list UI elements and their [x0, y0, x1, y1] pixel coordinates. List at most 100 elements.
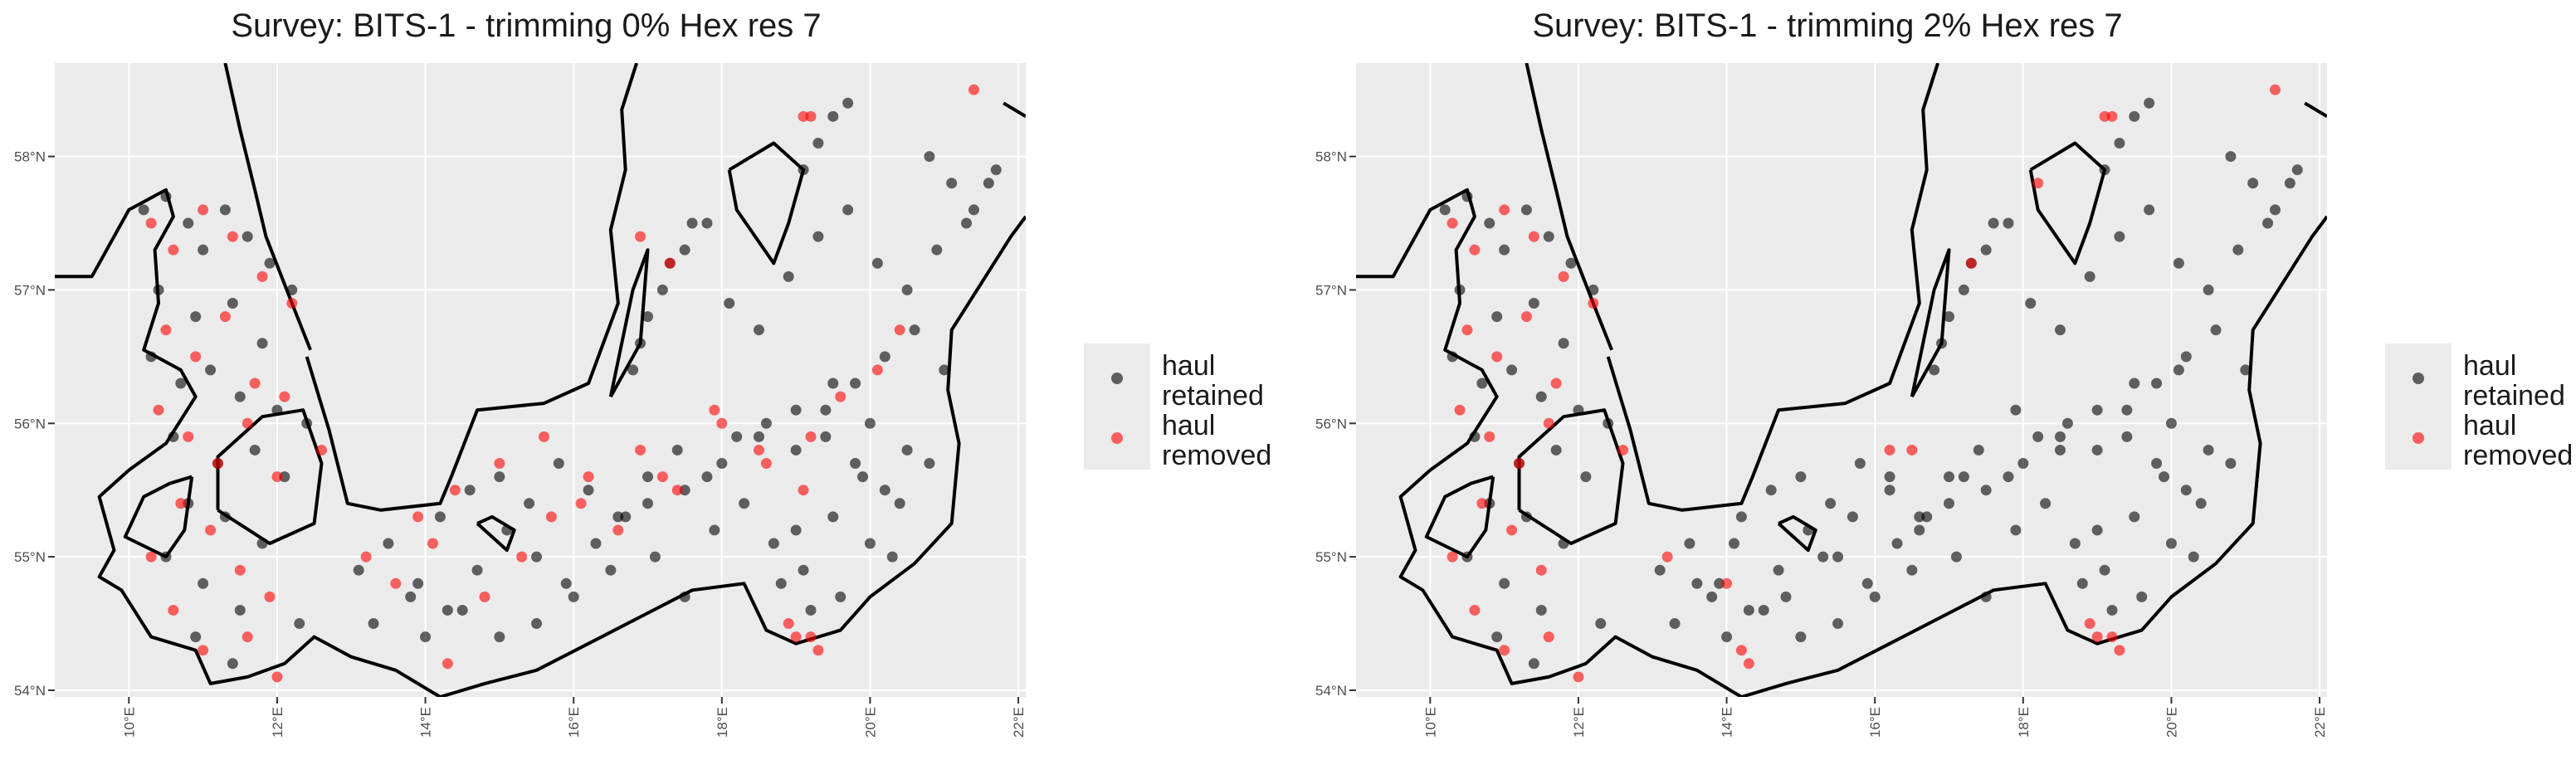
- data-point: [279, 471, 290, 483]
- legend-label-retained-2: retained: [2463, 380, 2565, 412]
- data-point: [642, 498, 654, 509]
- data-point: [850, 458, 861, 470]
- data-point: [1447, 217, 1458, 229]
- data-point: [1484, 217, 1495, 229]
- data-point: [805, 604, 817, 616]
- data-point: [1535, 564, 1547, 576]
- data-point: [805, 631, 817, 643]
- data-point: [1980, 485, 1992, 496]
- data-point: [2091, 631, 2103, 643]
- data-point: [160, 551, 172, 563]
- data-point: [205, 524, 217, 536]
- data-point: [1861, 577, 1873, 589]
- data-point: [931, 244, 943, 256]
- data-point: [879, 351, 890, 363]
- data-point: [538, 431, 549, 442]
- data-point: [545, 511, 557, 523]
- data-point: [842, 97, 854, 109]
- data-point: [1795, 471, 1807, 483]
- data-point: [2232, 244, 2244, 256]
- data-point: [219, 511, 231, 523]
- data-point: [2159, 471, 2170, 483]
- data-point: [664, 257, 676, 269]
- data-point: [2114, 138, 2125, 149]
- data-point: [1735, 511, 1747, 523]
- data-point: [1847, 511, 1858, 523]
- data-point: [1973, 444, 1984, 456]
- data-point: [198, 577, 209, 589]
- data-point: [798, 485, 809, 496]
- data-point: [2091, 444, 2103, 456]
- y-tick-label: 57°N: [14, 282, 46, 298]
- data-point: [383, 538, 394, 549]
- data-point: [1499, 204, 1510, 216]
- data-point: [1447, 551, 1458, 563]
- data-point: [864, 417, 876, 429]
- data-point: [1832, 618, 1844, 630]
- data-point: [1884, 471, 1895, 483]
- data-point: [1461, 191, 1473, 202]
- data-point: [198, 244, 209, 256]
- data-point: [709, 524, 720, 536]
- data-point: [2225, 458, 2237, 470]
- data-point: [2084, 270, 2095, 282]
- data-point: [1528, 298, 1539, 309]
- data-point: [783, 618, 794, 630]
- data-point: [2291, 164, 2303, 176]
- data-point: [249, 378, 261, 389]
- data-point: [2003, 471, 2014, 483]
- data-point: [642, 471, 654, 483]
- data-point: [716, 417, 728, 429]
- data-point: [1735, 645, 1747, 656]
- chart-panel-right: Survey: BITS-1 - trimming 2% Hex res 7 5…: [1301, 0, 2576, 760]
- data-point: [1520, 311, 1532, 323]
- data-point: [612, 511, 624, 523]
- x-tick-label: 20°E: [862, 707, 878, 738]
- data-point: [679, 244, 690, 256]
- chart-title: Survey: BITS-1 - trimming 2% Hex res 7: [1532, 7, 2122, 44]
- data-point: [790, 524, 802, 536]
- data-point: [1476, 378, 1488, 389]
- data-point: [1765, 485, 1777, 496]
- legend-key-background: [1084, 343, 1150, 470]
- data-point: [1550, 444, 1562, 456]
- data-point: [1921, 511, 1933, 523]
- data-point: [1944, 471, 1955, 483]
- legend-key-point: [1111, 432, 1123, 444]
- y-tick-label: 58°N: [1315, 149, 1347, 165]
- data-point: [739, 498, 750, 509]
- legend-label-retained-1: haul: [2463, 350, 2516, 382]
- data-point: [560, 577, 572, 589]
- data-point: [1825, 498, 1837, 509]
- data-point: [983, 178, 994, 189]
- data-point: [790, 404, 802, 416]
- data-point: [1520, 511, 1532, 523]
- data-point: [731, 431, 743, 442]
- data-point: [264, 591, 276, 602]
- data-point: [1988, 217, 1999, 229]
- data-point: [909, 324, 920, 336]
- data-point: [961, 217, 973, 229]
- data-point: [2165, 417, 2177, 429]
- data-point: [1565, 257, 1577, 269]
- data-point: [753, 431, 764, 442]
- data-point: [1491, 311, 1503, 323]
- data-point: [153, 404, 164, 416]
- data-point: [1906, 444, 1918, 456]
- data-point: [390, 577, 402, 589]
- data-point: [1469, 431, 1481, 442]
- data-point: [2151, 378, 2163, 389]
- data-point: [360, 551, 372, 563]
- plot-area: 54°N 55°N 56°N 57°N 58°N 10°E 12°E 14°E 16°E 18°E…: [14, 63, 1027, 738]
- data-point: [249, 444, 261, 456]
- data-point: [316, 444, 328, 456]
- data-point: [279, 391, 290, 402]
- data-point: [679, 485, 690, 496]
- data-point: [168, 431, 179, 442]
- data-point: [2180, 351, 2192, 363]
- data-point: [635, 444, 646, 456]
- data-point: [531, 618, 543, 630]
- data-point: [1454, 284, 1466, 295]
- data-point: [820, 404, 832, 416]
- data-point: [1550, 378, 1562, 389]
